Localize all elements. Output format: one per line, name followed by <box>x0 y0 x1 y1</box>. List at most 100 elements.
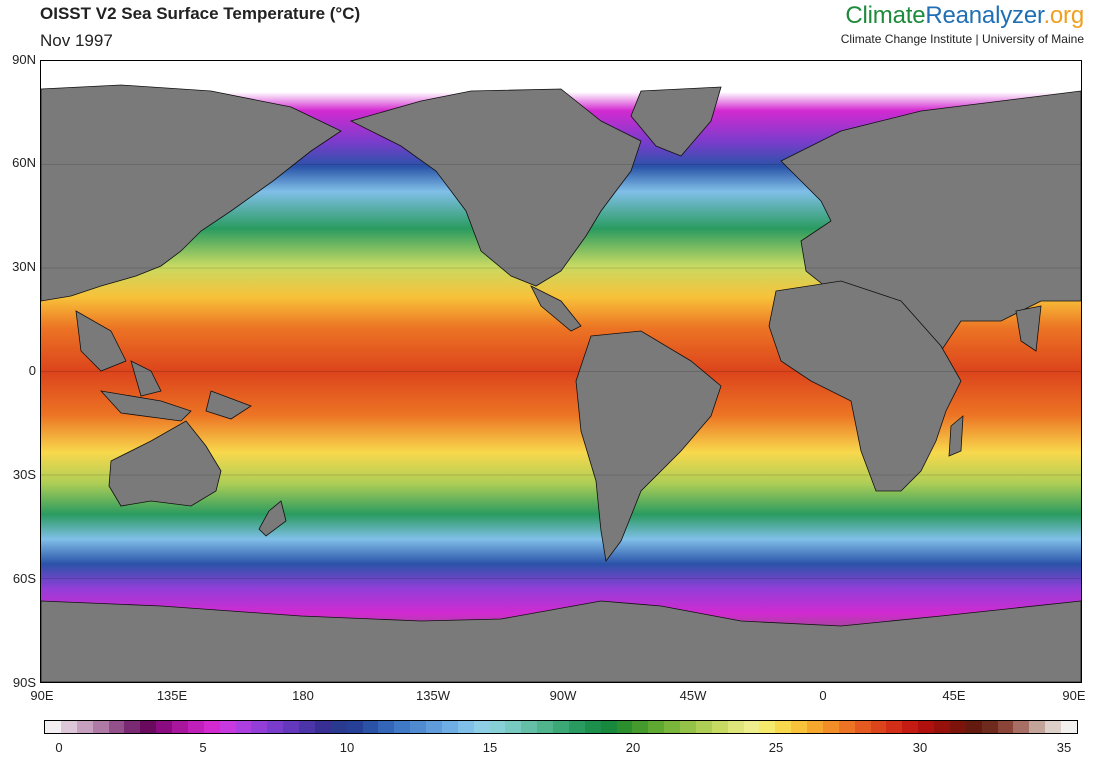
colorbar-segment <box>362 721 379 733</box>
colorbar-segment <box>283 721 299 733</box>
colorbar-segment <box>314 721 331 733</box>
lon-tick-45w: 45W <box>679 688 707 703</box>
colorbar-segment <box>886 721 903 733</box>
colorbar-segment <box>1029 721 1046 733</box>
land-masses <box>41 84 1081 682</box>
colorbar-segment <box>997 721 1014 733</box>
sst-map-canvas <box>41 61 1081 682</box>
colorbar-segment <box>934 721 950 733</box>
brand-part-reanalyzer: Reanalyzer <box>925 2 1044 29</box>
brand-part-org: .org <box>1043 2 1084 29</box>
colorbar-segment <box>822 721 839 733</box>
land-india <box>1015 305 1042 352</box>
colorbar-segment <box>838 721 855 733</box>
colorbar-segment <box>76 721 93 733</box>
colorbar-segment <box>584 721 601 733</box>
land-greenland <box>630 86 722 157</box>
colorbar-label-5: 5 <box>199 740 207 755</box>
lat-tick-0: 0 <box>28 363 36 378</box>
colorbar-segment <box>140 721 157 733</box>
land-antarctica <box>41 600 1081 682</box>
lat-tick-30s: 30S <box>12 467 36 482</box>
colorbar-segment <box>632 721 649 733</box>
land-new-guinea <box>205 390 252 420</box>
colorbar-segment <box>124 721 141 733</box>
colorbar-segment <box>759 721 776 733</box>
lat-tick-30n: 30N <box>12 259 36 274</box>
colorbar-segment <box>203 721 220 733</box>
sst-map <box>40 60 1082 683</box>
colorbar-segment <box>378 721 395 733</box>
land-australia <box>108 420 222 507</box>
lon-tick-45e: 45E <box>942 688 966 703</box>
graticule <box>41 164 1081 579</box>
land-north-america <box>349 88 642 287</box>
colorbar-segment <box>156 721 172 733</box>
colorbar-label-30: 30 <box>912 740 928 755</box>
colorbar-segment <box>711 721 728 733</box>
colorbar-segment <box>45 721 61 733</box>
colorbar-segment <box>187 721 204 733</box>
colorbar-segment <box>267 721 284 733</box>
colorbar-segment <box>918 721 934 733</box>
colorbar-segment <box>568 721 585 733</box>
colorbar-segment <box>680 721 696 733</box>
colorbar-segment <box>441 721 458 733</box>
map-date: Nov 1997 <box>40 31 113 50</box>
lon-tick-135w: 135W <box>416 688 450 703</box>
lat-tick-90n: 90N <box>12 52 36 67</box>
colorbar-segment <box>235 721 252 733</box>
land-new-zealand <box>258 500 287 537</box>
colorbar-segment <box>1013 721 1030 733</box>
land-asia <box>41 84 342 302</box>
colorbar-label-15: 15 <box>482 740 498 755</box>
colorbar-segment <box>489 721 506 733</box>
colorbar-label-10: 10 <box>339 740 355 755</box>
colorbar-segment <box>251 721 268 733</box>
colorbar-segment <box>743 721 760 733</box>
colorbar-segment <box>1061 721 1077 733</box>
brand-tagline: Climate Change Institute | University of… <box>840 32 1084 46</box>
colorbar-segment <box>537 721 553 733</box>
colorbar-segment <box>219 721 236 733</box>
colorbar-segment <box>473 721 490 733</box>
colorbar-segment <box>695 721 712 733</box>
brand-part-climate: Climate <box>845 2 926 29</box>
land-south-america <box>575 330 722 562</box>
colorbar-label-25: 25 <box>768 740 784 755</box>
colorbar-segment <box>870 721 887 733</box>
lon-tick-0: 0 <box>819 688 827 703</box>
map-title: OISST V2 Sea Surface Temperature (°C) <box>40 4 361 23</box>
colorbar-segment <box>60 721 77 733</box>
colorbar-label-35: 35 <box>1056 740 1072 755</box>
lat-tick-60n: 60N <box>12 155 36 170</box>
colorbar-segment <box>616 721 633 733</box>
colorbar-segment <box>426 721 442 733</box>
lon-tick-90e-right: 90E <box>1062 688 1086 703</box>
colorbar-segment <box>854 721 871 733</box>
land-borneo <box>130 360 162 397</box>
colorbar-segment <box>92 721 109 733</box>
colorbar-label-20: 20 <box>625 740 641 755</box>
colorbar-segment <box>648 721 665 733</box>
colorbar-segment <box>775 721 792 733</box>
colorbar-segment <box>394 721 411 733</box>
land-indochina <box>75 310 127 372</box>
colorbar-segment <box>965 721 982 733</box>
lon-tick-180: 180 <box>292 688 314 703</box>
colorbar-segment <box>791 721 807 733</box>
colorbar-label-0: 0 <box>55 740 63 755</box>
lon-tick-90w: 90W <box>549 688 577 703</box>
colorbar-segment <box>727 721 744 733</box>
colorbar-segment <box>600 721 617 733</box>
land-madagascar <box>948 415 964 457</box>
colorbar-segment <box>330 721 347 733</box>
colorbar-segment <box>410 721 426 733</box>
lon-tick-135e: 135E <box>156 688 188 703</box>
colorbar-segment <box>108 721 125 733</box>
colorbar-segment <box>505 721 522 733</box>
brand-logo[interactable]: ClimateReanalyzer.org Climate Change Ins… <box>841 2 1084 46</box>
colorbar-segment <box>664 721 680 733</box>
colorbar-segment <box>299 721 315 733</box>
colorbar-segment <box>807 721 823 733</box>
